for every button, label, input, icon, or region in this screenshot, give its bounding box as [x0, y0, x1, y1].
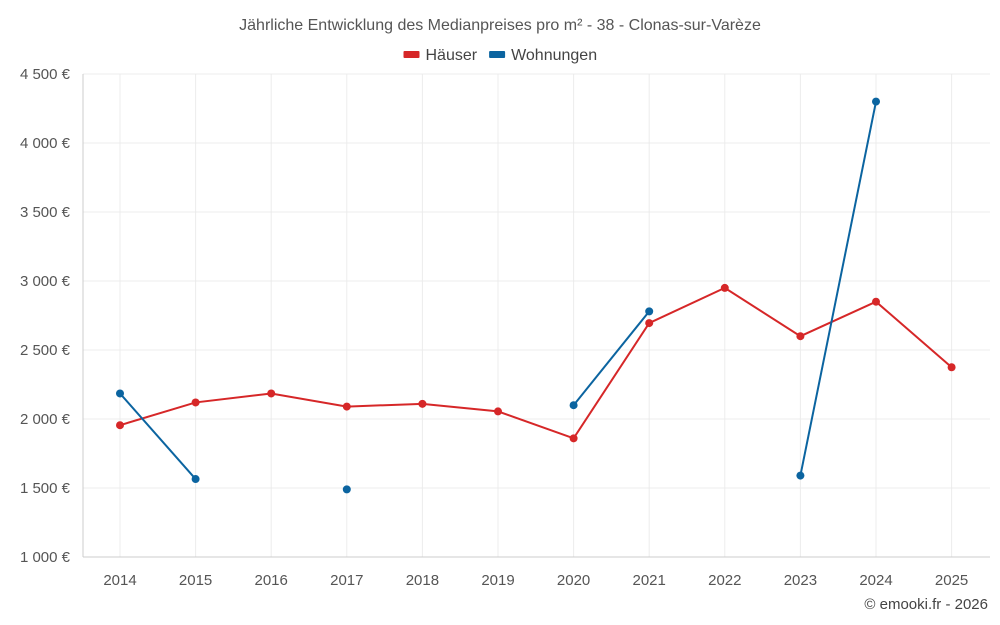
- y-tick-label: 1 500 €: [20, 480, 71, 497]
- data-point[interactable]: [191, 475, 200, 484]
- y-tick-label: 4 000 €: [20, 135, 71, 152]
- y-tick-label: 2 000 €: [20, 411, 71, 428]
- data-point[interactable]: [342, 402, 351, 411]
- x-tick-label: 2017: [330, 572, 363, 589]
- x-tick-label: 2016: [255, 572, 288, 589]
- legend-swatch: [489, 51, 506, 58]
- x-tick-label: 2014: [103, 572, 136, 589]
- data-point[interactable]: [872, 297, 880, 306]
- data-point[interactable]: [645, 307, 654, 316]
- x-tick-label: 2023: [784, 572, 817, 589]
- x-tick-label: 2015: [179, 572, 212, 589]
- data-point[interactable]: [116, 421, 124, 430]
- data-point[interactable]: [720, 283, 729, 292]
- data-point[interactable]: [796, 471, 805, 480]
- y-tick-label: 2 500 €: [20, 342, 71, 359]
- legend-item[interactable]: Häuser: [403, 47, 478, 64]
- credit-text: © emooki.fr - 2026: [864, 596, 988, 613]
- series-h-user: [116, 283, 956, 443]
- data-point[interactable]: [267, 389, 276, 398]
- x-axis: 2014 2015 2016 2017 2018 2019 2020 2021 2022 2023…: [103, 572, 968, 589]
- data-point[interactable]: [569, 401, 578, 410]
- x-tick-label: 2020: [557, 572, 590, 589]
- data-point[interactable]: [116, 389, 124, 398]
- y-tick-label: 1 000 €: [20, 549, 71, 566]
- series-line: [572, 310, 650, 406]
- x-tick-label: 2025: [935, 572, 968, 589]
- y-tick-label: 3 500 €: [20, 204, 71, 221]
- legend-item[interactable]: Wohnungen: [489, 47, 597, 64]
- data-point[interactable]: [796, 332, 805, 341]
- data-point[interactable]: [191, 398, 200, 407]
- series-wohnungen: [116, 97, 880, 494]
- series-line: [119, 392, 197, 480]
- legend-swatch: [403, 51, 420, 58]
- x-tick-label: 2021: [633, 572, 666, 589]
- series-layer: [116, 97, 956, 494]
- y-axis: 1 000 € 1 500 € 2 000 € 2 500 € 3 000 € 3 500…: [20, 66, 71, 566]
- data-point[interactable]: [418, 399, 427, 408]
- data-point[interactable]: [872, 97, 880, 106]
- y-tick-label: 3 000 €: [20, 273, 71, 290]
- x-tick-label: 2018: [406, 572, 439, 589]
- data-point[interactable]: [947, 363, 956, 372]
- x-tick-label: 2019: [481, 572, 514, 589]
- y-tick-label: 4 500 €: [20, 66, 71, 83]
- data-point[interactable]: [569, 434, 578, 443]
- chart-title: Jährliche Entwicklung des Medianpreises …: [239, 17, 761, 34]
- x-tick-label: 2022: [708, 572, 741, 589]
- grid: [82, 73, 990, 558]
- series-line: [119, 286, 953, 440]
- data-point[interactable]: [645, 319, 654, 328]
- series-line: [799, 101, 877, 476]
- x-tick-label: 2024: [859, 572, 892, 589]
- data-point[interactable]: [494, 407, 502, 416]
- legend: Häuser Wohnungen: [403, 47, 597, 64]
- data-point[interactable]: [342, 485, 351, 494]
- legend-label: Häuser: [426, 47, 478, 64]
- legend-label: Wohnungen: [511, 47, 597, 64]
